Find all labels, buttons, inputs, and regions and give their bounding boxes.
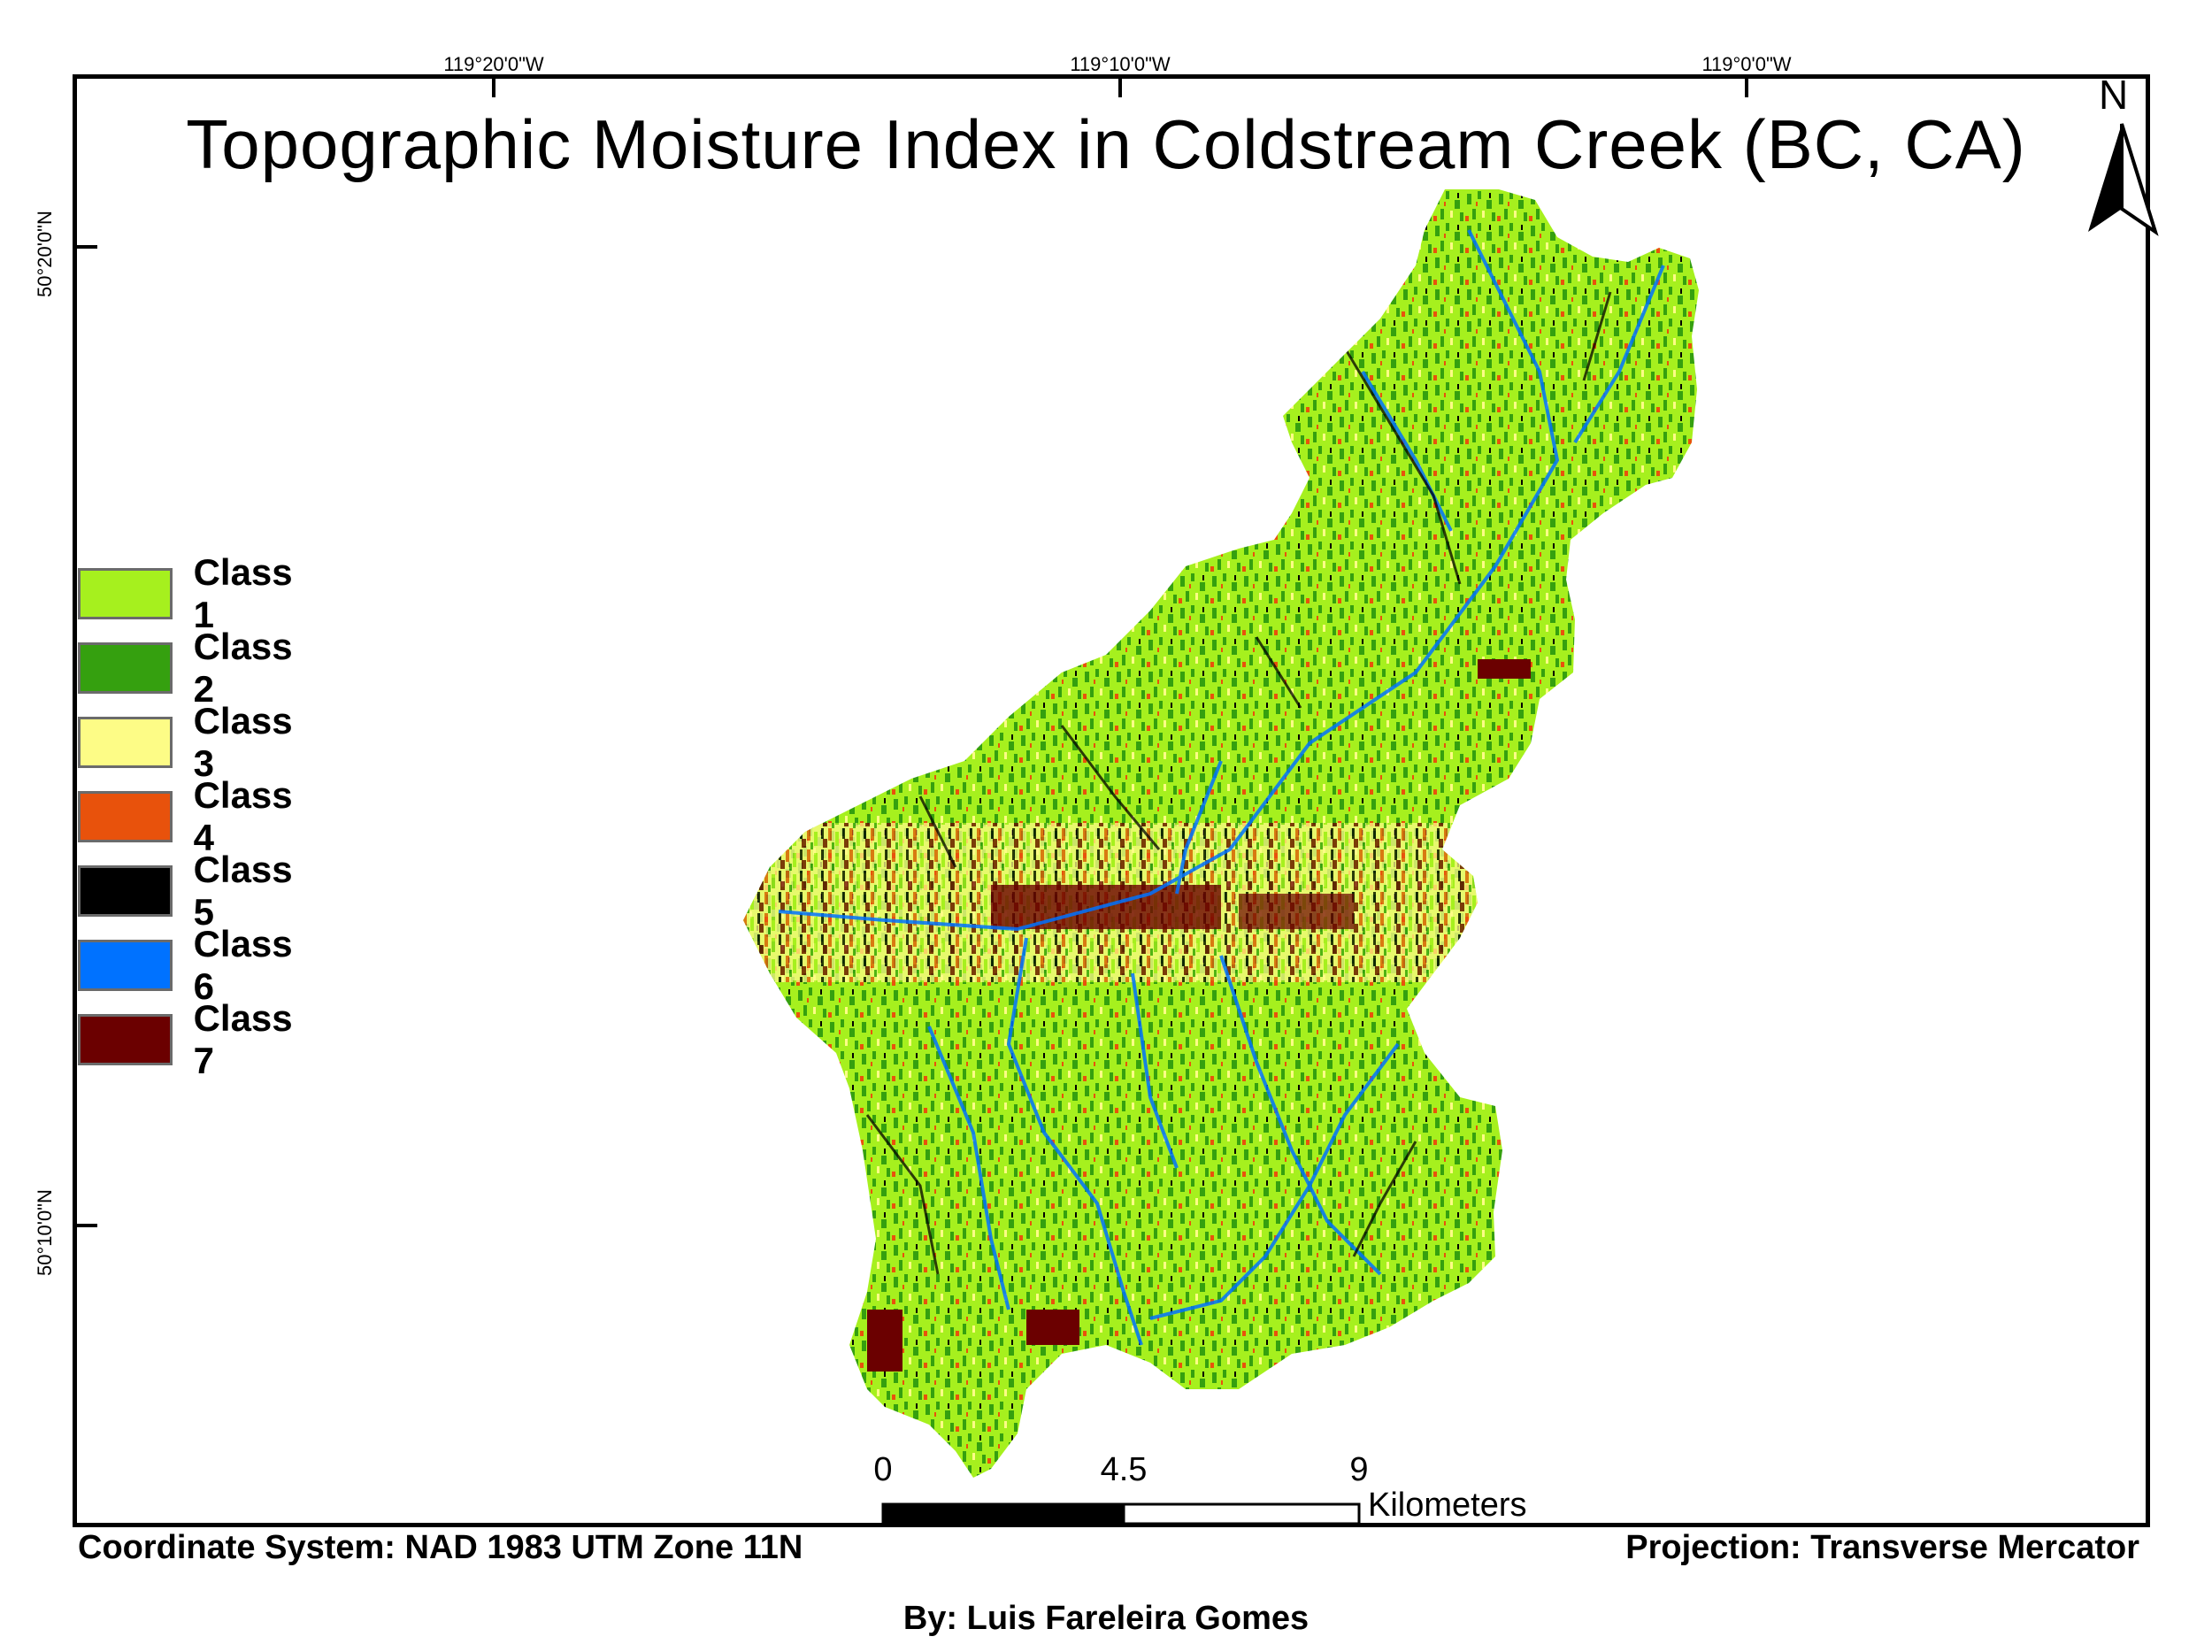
legend-label: Class 7 [193, 997, 293, 1081]
legend-label: Class 2 [193, 626, 293, 710]
legend-swatch [78, 791, 173, 842]
longitude-tick-3 [1745, 74, 1748, 97]
legend-label: Class 1 [193, 551, 293, 635]
latitude-tick-1 [74, 245, 97, 249]
longitude-tick-1 [492, 74, 495, 97]
longitude-label-2: 119°10'0"W [1070, 53, 1171, 75]
legend-swatch [78, 1014, 173, 1065]
latitude-tick-2 [74, 1224, 97, 1227]
legend-item-class-6: Class 6 [78, 923, 306, 1007]
legend-label: Class 5 [193, 849, 293, 933]
legend-label: Class 4 [193, 774, 293, 858]
scale-tick-2: 9 [1349, 1451, 1369, 1488]
legend-item-class-4: Class 4 [78, 774, 306, 858]
author-credit: By: Luis Fareleira Gomes [902, 1600, 1310, 1637]
map-title: Topographic Moisture Index in Coldstream… [186, 105, 2026, 183]
scale-tick-1: 4.5 [1100, 1451, 1148, 1488]
legend-label: Class 6 [193, 923, 293, 1007]
scale-bar [881, 1502, 1361, 1525]
legend-swatch [78, 642, 173, 694]
legend-item-class-5: Class 5 [78, 849, 306, 933]
longitude-label-1: 119°20'0"W [443, 53, 544, 75]
legend-item-class-2: Class 2 [78, 626, 306, 710]
scale-unit: Kilometers [1368, 1487, 1527, 1524]
legend-swatch [78, 717, 173, 768]
longitude-label-3: 119°0'0"W [1701, 53, 1792, 75]
coordinate-system-label: Coordinate System: NAD 1983 UTM Zone 11N [78, 1529, 803, 1566]
scale-tick-0: 0 [873, 1451, 893, 1488]
legend-swatch [78, 865, 173, 917]
projection-label: Projection: Transverse Mercator [1625, 1529, 2139, 1566]
north-arrow-icon [2088, 123, 2159, 236]
legend-label: Class 3 [193, 700, 293, 784]
legend-swatch [78, 940, 173, 991]
legend-item-class-1: Class 1 [78, 551, 306, 635]
longitude-tick-2 [1118, 74, 1122, 97]
legend-item-class-3: Class 3 [78, 700, 306, 784]
legend-item-class-7: Class 7 [78, 997, 306, 1081]
legend-swatch [78, 568, 173, 619]
north-arrow-label: N [2099, 72, 2129, 118]
